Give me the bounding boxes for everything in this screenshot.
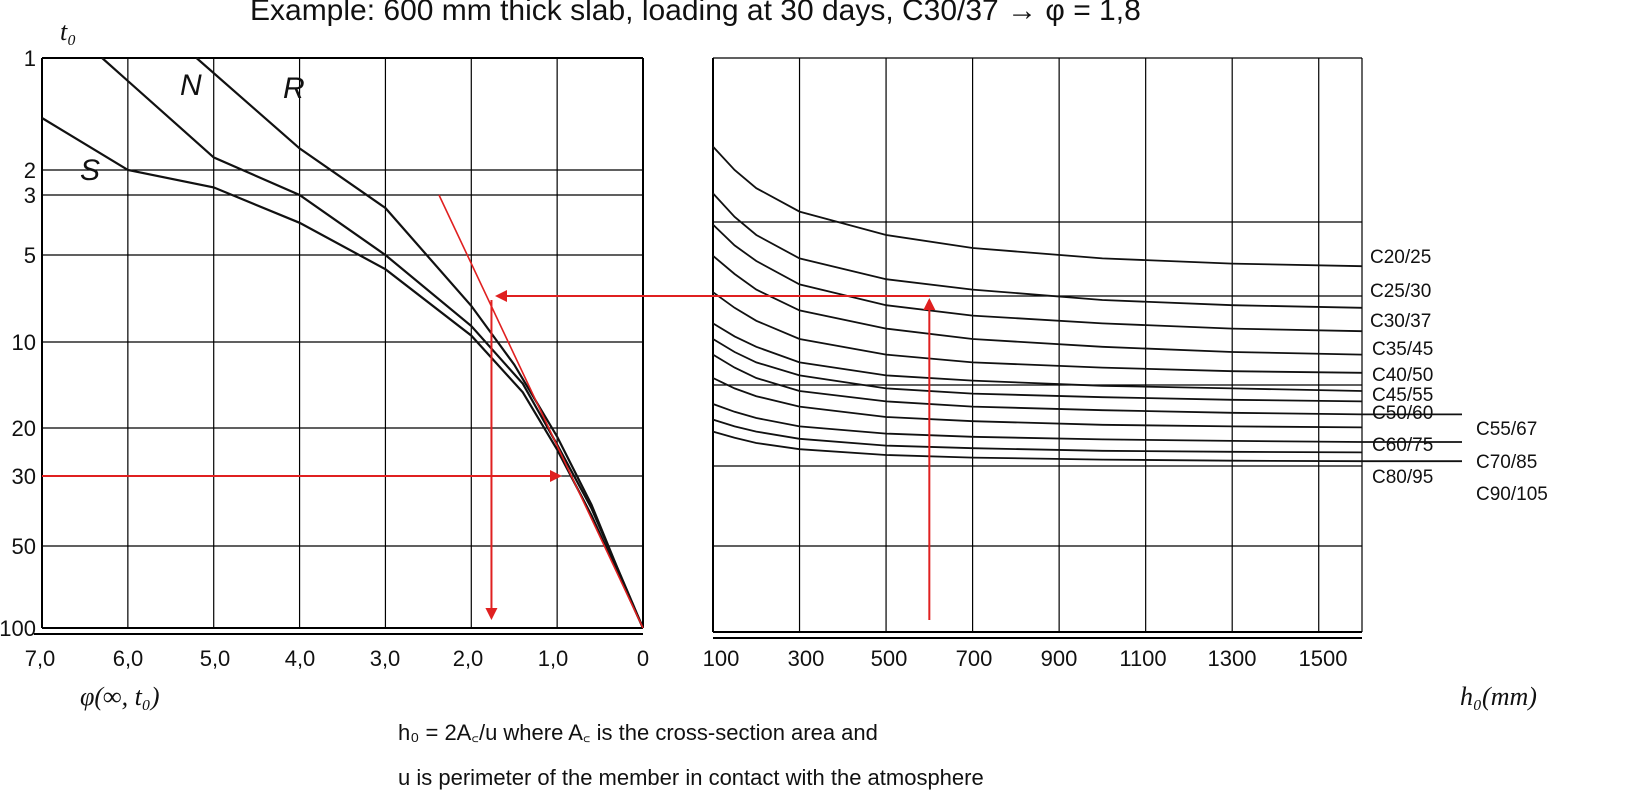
x-tick-label-right: 700 — [956, 646, 993, 671]
left-panel-curves — [41, 57, 645, 629]
curve-c80-95 — [712, 418, 1363, 454]
series-label: C50/60 — [1372, 403, 1433, 424]
x-tick-label-left: 1,0 — [538, 646, 569, 671]
y-tick-label: 1 — [24, 46, 36, 71]
tick-labels: 1 23 5 10 20 30 50 100 7,0 6,0 5,0 4,0 3,0 2,0 1,0 0 S N R… — [0, 46, 1548, 671]
curve-c90-105 — [712, 430, 1462, 463]
series-label: C35/45 — [1372, 339, 1433, 360]
curve-c60-75 — [712, 377, 1363, 429]
x-tick-label-left: 7,0 — [25, 646, 56, 671]
y-tick-label: 20 — [12, 416, 36, 441]
x-axis-label-left: φ(∞, t₀) — [80, 682, 160, 711]
y-tick-label: 2 — [24, 158, 36, 183]
series-label: C60/75 — [1372, 435, 1433, 456]
curve-c35-45 — [712, 255, 1363, 356]
footnote-line-2: u is perimeter of the member in contact … — [398, 765, 984, 790]
series-label: C80/95 — [1372, 467, 1433, 488]
curve-c50-60 — [712, 338, 1363, 403]
curve-label-n: N — [180, 69, 202, 102]
x-axis-label-right: h₀(mm) — [1460, 682, 1537, 711]
x-tick-label-left: 4,0 — [285, 646, 316, 671]
curve-c20-25 — [712, 145, 1363, 268]
y-tick-label: 50 — [12, 534, 36, 559]
series-label: C70/85 — [1476, 452, 1537, 473]
series-label: C20/25 — [1370, 247, 1431, 268]
chart-title: Example: 600 mm thick slab, loading at 3… — [250, 0, 1141, 27]
curve-c45-55 — [712, 322, 1363, 392]
y-tick-label: 30 — [12, 464, 36, 489]
curve-c25-30 — [712, 192, 1363, 309]
curve-n — [101, 57, 645, 629]
y-tick-label: 5 — [24, 243, 36, 268]
example-path — [42, 194, 936, 629]
x-tick-label-right: 1300 — [1208, 646, 1257, 671]
x-tick-label-right: 900 — [1041, 646, 1078, 671]
right-panel-curves — [712, 145, 1462, 463]
x-tick-label-right: 300 — [788, 646, 825, 671]
left-panel-grid — [34, 57, 644, 635]
y-tick-label: 10 — [12, 330, 36, 355]
curve-s — [41, 117, 645, 629]
series-label: C30/37 — [1370, 311, 1431, 332]
y-tick-label: 100 — [0, 616, 36, 641]
x-tick-label-right: 1500 — [1299, 646, 1348, 671]
curve-r — [195, 57, 645, 629]
series-label: C45/55 — [1372, 385, 1433, 406]
curve-c30-37 — [712, 223, 1363, 333]
series-label: C90/105 — [1476, 484, 1548, 505]
x-tick-label-right: 500 — [871, 646, 908, 671]
x-tick-label-left: 0 — [637, 646, 649, 671]
x-tick-label-right: 1100 — [1119, 646, 1166, 671]
x-tick-label-left: 5,0 — [200, 646, 231, 671]
curve-label-s: S — [80, 154, 100, 187]
right-panel-grid — [712, 57, 1363, 639]
y-axis-label: t₀ — [60, 17, 76, 46]
series-label: C55/67 — [1476, 419, 1537, 440]
series-label: C40/50 — [1372, 365, 1433, 386]
series-label: C25/30 — [1370, 281, 1431, 302]
x-tick-label-left: 3,0 — [370, 646, 401, 671]
footnote-line-1: h₀ = 2A꜀/u where A꜀ is the cross-section… — [398, 720, 878, 745]
y-tick-label: 3 — [24, 183, 36, 208]
x-tick-label-right: 100 — [703, 646, 740, 671]
x-tick-label-left: 6,0 — [113, 646, 144, 671]
x-tick-label-left: 2,0 — [453, 646, 484, 671]
curve-label-r: R — [283, 72, 305, 105]
tangent-line — [438, 194, 644, 629]
curve-c40-50 — [712, 291, 1363, 374]
